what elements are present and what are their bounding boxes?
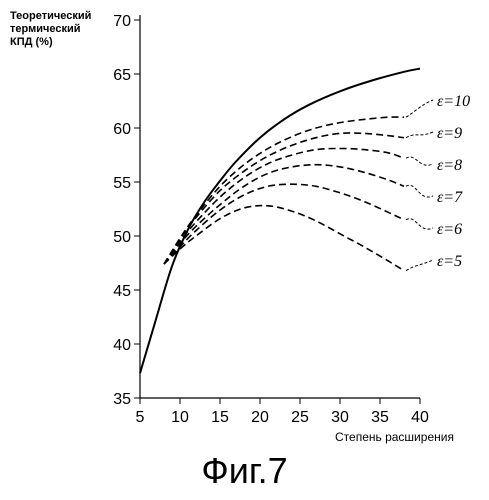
x-tick-label: 30 [331, 409, 349, 426]
y-tick-label: 50 [113, 229, 131, 246]
series-line-1 [163, 116, 405, 265]
series-line-2 [163, 132, 405, 265]
series-label: ε=6 [437, 221, 462, 238]
series-line-solid [139, 67, 421, 374]
x-tick-label: 10 [171, 409, 189, 426]
series-label: ε=9 [437, 125, 462, 142]
y-tick-label: 65 [113, 67, 131, 84]
series-line-6 [163, 204, 405, 272]
series-line-3 [163, 147, 405, 265]
y-tick-label: 55 [113, 175, 131, 192]
y-tick-label: 40 [113, 337, 131, 354]
x-tick-label: 20 [251, 409, 269, 426]
label-leader [405, 184, 434, 198]
series-line-5 [163, 183, 405, 265]
y-tick-label: 70 [113, 13, 131, 30]
x-axis-label: Степень расширения [335, 430, 454, 444]
series-line-4 [163, 163, 405, 265]
label-leader [405, 99, 434, 118]
y-axis-label: Теоретический термический КПД (%) [10, 10, 92, 48]
label-leader [405, 131, 434, 139]
label-leader [405, 259, 434, 271]
series-label: ε=7 [437, 189, 463, 206]
y-tick-label: 45 [113, 283, 131, 300]
series-label: ε=8 [437, 157, 462, 174]
figure-caption: Фиг.7 [201, 450, 288, 491]
label-leader [405, 218, 434, 230]
x-tick-label: 5 [136, 409, 145, 426]
x-tick-label: 15 [211, 409, 229, 426]
x-tick-label: 35 [371, 409, 389, 426]
x-tick-label: 25 [291, 409, 309, 426]
y-tick-label: 35 [113, 391, 131, 408]
x-tick-label: 40 [411, 409, 429, 426]
y-tick-label: 60 [113, 121, 131, 138]
label-leader [405, 156, 434, 166]
series-label: ε=10 [437, 93, 470, 110]
series-label: ε=5 [437, 253, 462, 270]
